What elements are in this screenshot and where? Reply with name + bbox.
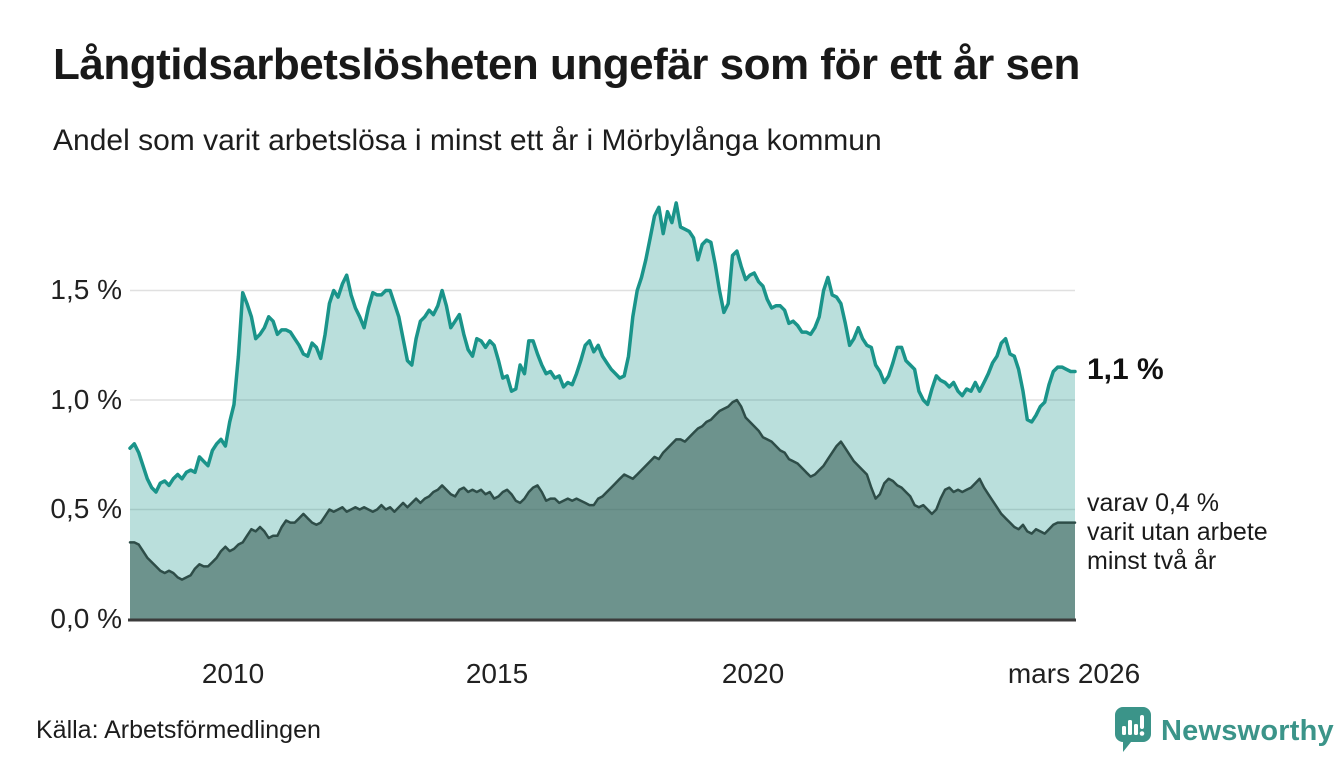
page-subtitle: Andel som varit arbetslösa i minst ett å…: [53, 124, 882, 157]
x-axis-label-2015: 2015: [465, 658, 529, 689]
two-year-annotation: varav 0,4 % varit utan arbete minst två …: [1087, 489, 1268, 576]
two-year-annotation-line3: minst två år: [1087, 547, 1217, 575]
newsworthy-logo: Newsworthy: [1114, 706, 1334, 756]
page-title: Långtidsarbetslösheten ungefär som för e…: [53, 40, 1080, 89]
newsworthy-logo-text: Newsworthy: [1161, 714, 1334, 747]
latest-value-label: 1,1 %: [1087, 353, 1164, 386]
area-fill-series-1: [130, 400, 1075, 619]
line-series-1: [128, 398, 1077, 581]
y-axis-label-0-5: 0,5 %: [50, 493, 122, 524]
two-year-annotation-line2: varit utan arbete: [1087, 518, 1268, 546]
x-axis-label-2020: 2020: [721, 658, 785, 689]
y-axis-label-0-0: 0,0 %: [50, 603, 122, 634]
y-axis-label-1-0: 1,0 %: [50, 384, 122, 415]
two-year-annotation-line1: varav 0,4 %: [1087, 489, 1220, 517]
line-series-0: [128, 201, 1077, 494]
y-axis-label-1-5: 1,5 %: [50, 274, 122, 305]
x-axis-label-2010: 2010: [201, 658, 265, 689]
source-note: Källa: Arbetsförmedlingen: [36, 716, 321, 744]
newsworthy-bar-chart-bubble-icon: [1114, 706, 1152, 756]
x-axis-label-mars-2026: mars 2026: [1007, 658, 1141, 689]
